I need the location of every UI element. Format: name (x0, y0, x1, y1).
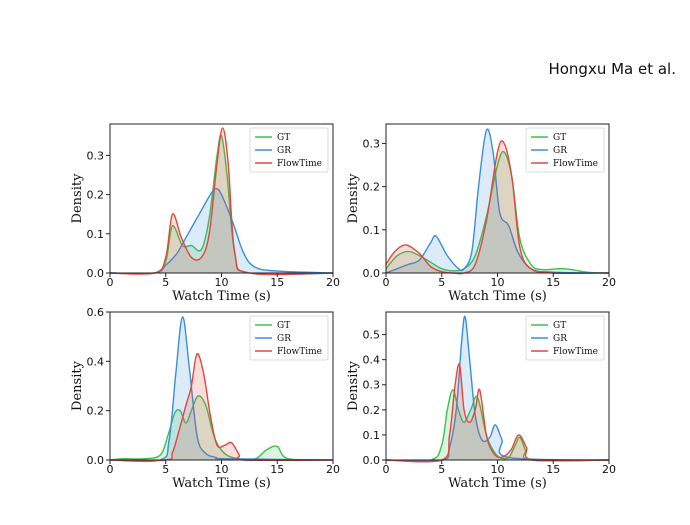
y-axis-label: Density (70, 360, 85, 411)
x-tick-label: 0 (383, 276, 390, 289)
x-tick-label: 15 (546, 463, 560, 476)
legend-entry-gt: GT (553, 133, 566, 143)
x-tick-label: 20 (602, 276, 616, 289)
legend-entry-flowtime: FlowTime (553, 159, 598, 169)
y-tick-label: 0.3 (363, 137, 381, 150)
y-tick-label: 0.2 (87, 405, 105, 418)
series-line-gt (385, 389, 610, 462)
y-tick-label: 0.2 (363, 181, 381, 194)
y-tick-label: 0.1 (363, 429, 381, 442)
legend-entry-gt: GT (553, 321, 566, 331)
chart-panel-3: 0 5 10 15 20 0.0 0.2 0.4 0.6 Watch Time (s) Densit… (70, 306, 340, 491)
legend-box (249, 315, 329, 361)
x-tick-label: 15 (546, 276, 560, 289)
x-axis-label: Watch Time (s) (448, 289, 547, 304)
legend-entry-flowtime: FlowTime (277, 159, 322, 169)
series-line-flowtime (109, 353, 334, 462)
series-area-gr (386, 316, 609, 461)
legend-entry-gr: GR (277, 334, 291, 344)
y-tick-label: 0.0 (87, 454, 105, 467)
y-tick-label: 0.0 (363, 454, 381, 467)
x-tick-label: 20 (326, 463, 340, 476)
y-tick-label: 0.1 (363, 224, 381, 237)
series-area-flowtime (110, 353, 333, 461)
y-tick-label: 0.3 (87, 149, 105, 162)
series-area-gt (386, 151, 609, 273)
legend: GT GR FlowTime (525, 315, 605, 361)
series-line-gt (109, 395, 334, 461)
x-tick-label: 10 (215, 463, 229, 476)
x-tick-label: 5 (162, 463, 169, 476)
y-tick-label: 0.2 (363, 404, 381, 417)
y-tick-label: 0.4 (363, 354, 381, 367)
y-tick-label: 0.3 (363, 379, 381, 392)
series-line-flowtime (109, 127, 334, 276)
series-line-gr (109, 316, 334, 463)
series-area-gt (110, 135, 333, 275)
legend-entry-gr: GR (553, 146, 567, 156)
x-axis-label: Watch Time (s) (448, 476, 547, 491)
series-line-gr (385, 315, 610, 462)
legend: GT GR FlowTime (249, 127, 329, 173)
x-tick-label: 15 (270, 276, 284, 289)
y-axis-label: Density (346, 173, 361, 224)
x-tick-label: 15 (270, 463, 284, 476)
chart-panel-4: 0 5 10 15 20 0.0 0.1 0.2 0.3 0.4 0.5 Watch Time (s)… (346, 311, 616, 491)
x-tick-label: 5 (162, 276, 169, 289)
x-tick-label: 10 (215, 276, 229, 289)
series-line-gt (385, 150, 610, 274)
y-axis-label: Density (70, 173, 85, 224)
x-tick-label: 10 (491, 463, 505, 476)
series-line-flowtime (385, 363, 610, 463)
series-line-gr (385, 128, 610, 274)
x-tick-label: 20 (326, 276, 340, 289)
series-area-gr (110, 188, 333, 274)
x-tick-label: 20 (602, 463, 616, 476)
x-tick-label: 10 (491, 276, 505, 289)
x-tick-label: 5 (438, 463, 445, 476)
y-tick-label: 0.1 (87, 228, 105, 241)
legend-entry-flowtime: FlowTime (277, 347, 322, 357)
legend-box (525, 315, 605, 361)
legend-box (249, 127, 329, 173)
y-axis-label: Density (346, 360, 361, 411)
y-tick-label: 0.5 (363, 329, 381, 342)
legend-entry-gr: GR (277, 146, 291, 156)
y-tick-label: 0.4 (87, 355, 105, 368)
x-axis-label: Watch Time (s) (172, 476, 271, 491)
x-tick-label: 0 (107, 276, 114, 289)
legend-entry-gr: GR (553, 334, 567, 344)
x-tick-label: 0 (383, 463, 390, 476)
x-tick-label: 0 (107, 463, 114, 476)
page-header: Hongxu Ma et al. (548, 60, 676, 78)
series-area-flowtime (386, 140, 609, 274)
y-tick-label: 0.0 (363, 267, 381, 280)
x-axis-label: Watch Time (s) (172, 289, 271, 304)
y-tick-label: 0.2 (87, 189, 105, 202)
chart-panel-2: 0 5 10 15 20 0.0 0.1 0.2 0.3 Watch Time (s) Densit… (346, 123, 616, 304)
legend-box (525, 127, 605, 173)
y-tick-label: 0.0 (87, 267, 105, 280)
y-tick-label: 0.6 (87, 306, 105, 319)
chart-panel-1: 0 5 10 15 20 0.0 0.1 0.2 0.3 Watch Time (s) Densit… (70, 123, 340, 304)
x-tick-label: 5 (438, 276, 445, 289)
legend: GT GR FlowTime (249, 315, 329, 361)
legend-entry-gt: GT (277, 133, 290, 143)
series-line-flowtime (385, 140, 610, 275)
legend-entry-gt: GT (277, 321, 290, 331)
legend: GT GR FlowTime (525, 127, 605, 173)
legend-entry-flowtime: FlowTime (553, 347, 598, 357)
series-area-flowtime (110, 127, 333, 275)
